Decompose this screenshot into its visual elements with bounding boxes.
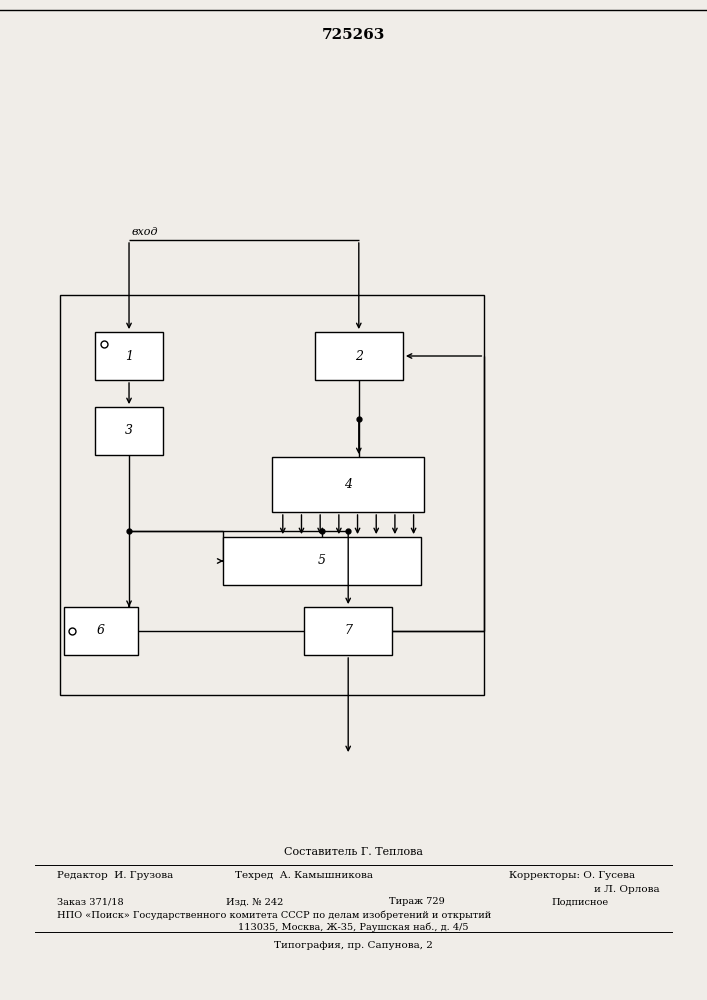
Bar: [272, 457, 424, 512]
Text: 4: 4: [344, 478, 352, 491]
Text: Редактор  И. Грузова: Редактор И. Грузова: [57, 870, 173, 880]
Bar: [315, 332, 403, 380]
Text: и Л. Орлова: и Л. Орлова: [594, 886, 660, 894]
Bar: [60, 295, 484, 695]
Text: 5: 5: [317, 554, 326, 568]
Text: вход: вход: [131, 227, 158, 237]
Text: Изд. № 242: Изд. № 242: [226, 898, 284, 906]
Bar: [223, 537, 421, 585]
Text: 2: 2: [355, 350, 363, 362]
Text: 113035, Москва, Ж-35, Раушская наб., д. 4/5: 113035, Москва, Ж-35, Раушская наб., д. …: [238, 922, 469, 932]
Text: Составитель Г. Теплова: Составитель Г. Теплова: [284, 847, 423, 857]
Text: Техред  А. Камышникова: Техред А. Камышникова: [235, 870, 373, 880]
Bar: [64, 607, 138, 655]
Text: НПО «Поиск» Государственного комитета СССР по делам изобретений и открытий: НПО «Поиск» Государственного комитета СС…: [57, 910, 491, 920]
Text: 7: 7: [344, 624, 352, 638]
Text: 725263: 725263: [322, 28, 385, 42]
Text: 3: 3: [125, 424, 133, 437]
Text: 6: 6: [97, 624, 105, 638]
Bar: [95, 332, 163, 380]
Text: Подписное: Подписное: [551, 898, 609, 906]
Text: Заказ 371/18: Заказ 371/18: [57, 898, 123, 906]
Text: Типография, пр. Сапунова, 2: Типография, пр. Сапунова, 2: [274, 940, 433, 950]
Text: Тираж 729: Тираж 729: [389, 898, 445, 906]
Bar: [304, 607, 392, 655]
Text: Корректоры: О. Гусева: Корректоры: О. Гусева: [509, 870, 635, 880]
Bar: [95, 407, 163, 455]
Text: 1: 1: [125, 350, 133, 362]
